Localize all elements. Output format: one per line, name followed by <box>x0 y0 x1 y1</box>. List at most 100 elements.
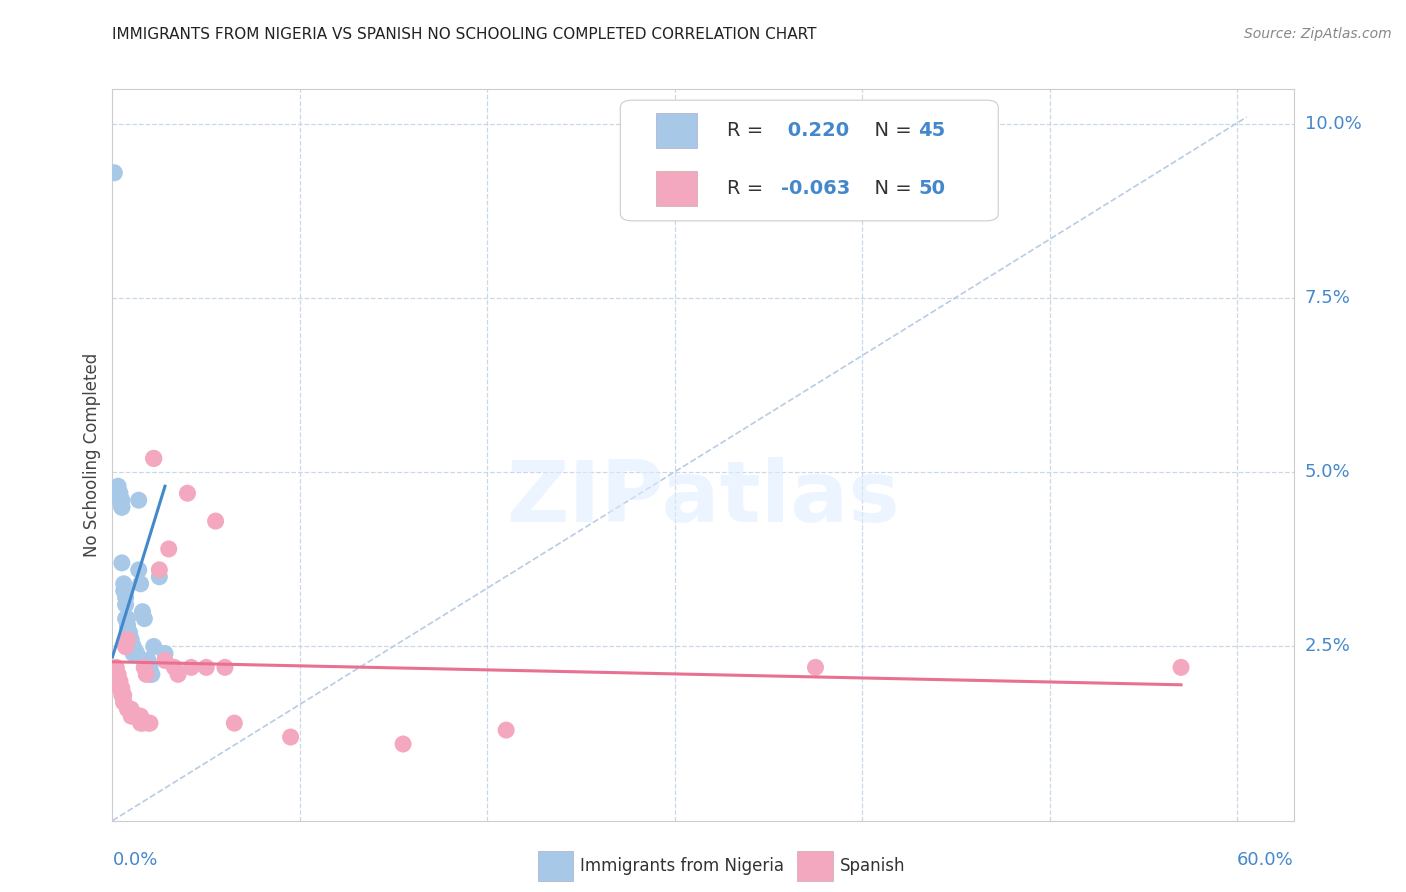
Point <box>118 632 141 647</box>
Text: 10.0%: 10.0% <box>1305 115 1361 133</box>
Point <box>142 451 165 466</box>
Point <box>117 625 139 640</box>
Point <box>111 493 134 508</box>
Point <box>129 709 152 723</box>
Point <box>142 451 165 466</box>
Text: 0.0%: 0.0% <box>112 851 157 869</box>
Text: R =: R = <box>727 120 769 140</box>
Point <box>120 709 142 723</box>
Point <box>495 723 517 737</box>
Point <box>129 716 152 731</box>
FancyBboxPatch shape <box>655 112 697 148</box>
Point <box>124 647 146 661</box>
Text: Source: ZipAtlas.com: Source: ZipAtlas.com <box>1244 27 1392 41</box>
Point <box>112 576 135 591</box>
Point <box>117 702 139 716</box>
Text: 0.220: 0.220 <box>780 120 849 140</box>
Point <box>118 625 141 640</box>
Point <box>114 591 136 605</box>
Point <box>105 660 128 674</box>
Point <box>131 605 153 619</box>
Point <box>180 660 202 674</box>
Point <box>134 660 156 674</box>
Point <box>114 640 136 654</box>
Point <box>142 640 165 654</box>
Point <box>111 556 134 570</box>
Point <box>148 570 170 584</box>
Point <box>112 583 135 598</box>
Point <box>107 667 129 681</box>
Point <box>134 660 156 674</box>
Point <box>111 500 134 515</box>
Text: N =: N = <box>862 179 918 198</box>
Point <box>176 486 198 500</box>
Point <box>108 486 131 500</box>
Text: IMMIGRANTS FROM NIGERIA VS SPANISH NO SCHOOLING COMPLETED CORRELATION CHART: IMMIGRANTS FROM NIGERIA VS SPANISH NO SC… <box>112 27 817 42</box>
Text: 2.5%: 2.5% <box>1305 638 1351 656</box>
Point <box>136 716 159 731</box>
Point <box>120 702 142 716</box>
Text: -0.063: -0.063 <box>780 179 851 198</box>
Text: R =: R = <box>727 179 769 198</box>
FancyBboxPatch shape <box>537 851 574 880</box>
Point <box>112 695 135 709</box>
Point <box>136 653 159 667</box>
Point <box>136 660 159 674</box>
Point <box>804 660 827 674</box>
Point <box>128 709 150 723</box>
Point <box>122 709 145 723</box>
Point <box>114 583 136 598</box>
Point <box>139 660 162 674</box>
Point <box>214 660 236 674</box>
Point <box>128 563 150 577</box>
Point <box>148 563 170 577</box>
Text: 5.0%: 5.0% <box>1305 463 1350 482</box>
Point <box>114 598 136 612</box>
Point <box>120 640 142 654</box>
Point <box>118 625 141 640</box>
Point <box>103 166 125 180</box>
Point <box>157 541 180 556</box>
Point <box>105 667 128 681</box>
Point <box>125 709 148 723</box>
Point <box>107 479 129 493</box>
Point <box>129 576 152 591</box>
Text: N =: N = <box>862 120 918 140</box>
FancyBboxPatch shape <box>655 171 697 206</box>
Text: 45: 45 <box>918 120 945 140</box>
Point <box>107 674 129 689</box>
Point <box>134 612 156 626</box>
Point <box>204 514 226 528</box>
Point <box>128 493 150 508</box>
Point <box>117 618 139 632</box>
Point <box>117 612 139 626</box>
Point <box>111 500 134 515</box>
Point <box>122 647 145 661</box>
Point <box>108 674 131 689</box>
Point <box>195 660 218 674</box>
Point <box>153 653 176 667</box>
Point <box>163 660 186 674</box>
FancyBboxPatch shape <box>797 851 832 880</box>
Point <box>135 667 157 681</box>
Point <box>108 681 131 696</box>
Text: ZIPatlas: ZIPatlas <box>506 458 900 541</box>
Text: 50: 50 <box>918 179 945 198</box>
Point <box>131 716 153 731</box>
Point <box>107 486 129 500</box>
Point <box>118 632 141 647</box>
Point <box>117 618 139 632</box>
Point <box>280 730 302 744</box>
Text: 60.0%: 60.0% <box>1237 851 1294 869</box>
Point <box>117 632 139 647</box>
Point <box>114 612 136 626</box>
Point <box>124 709 146 723</box>
Point <box>118 702 141 716</box>
Point <box>122 640 145 654</box>
Point <box>120 640 142 654</box>
Point <box>120 632 142 647</box>
Point <box>124 709 146 723</box>
Text: Immigrants from Nigeria: Immigrants from Nigeria <box>581 857 785 875</box>
Point <box>153 647 176 661</box>
Point <box>139 716 162 731</box>
